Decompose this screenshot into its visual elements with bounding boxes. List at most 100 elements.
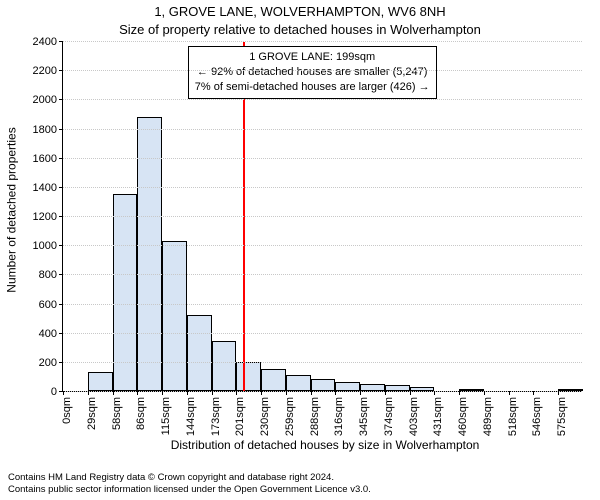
ytick-label: 400: [39, 328, 57, 340]
ytick-label: 200: [39, 357, 57, 369]
histogram-bar: [236, 362, 261, 391]
xtick-mark: [484, 391, 485, 395]
xtick-mark: [360, 391, 361, 395]
gridline: [63, 362, 582, 363]
xtick-mark: [385, 391, 386, 395]
ytick-mark: [59, 274, 63, 275]
attribution-line2: Contains public sector information licen…: [8, 484, 592, 496]
xtick-label: 374sqm: [383, 397, 395, 436]
xtick-mark: [187, 391, 188, 395]
xtick-label: 29sqm: [86, 397, 98, 430]
histogram-bar: [88, 372, 113, 391]
xtick-mark: [113, 391, 114, 395]
xtick-label: 431sqm: [432, 397, 444, 436]
xtick-mark: [212, 391, 213, 395]
histogram-bar: [261, 369, 286, 391]
ytick-label: 2000: [33, 94, 57, 106]
xtick-mark: [261, 391, 262, 395]
histogram-bar: [335, 382, 360, 391]
xtick-label: 230sqm: [259, 397, 271, 436]
xtick-label: 144sqm: [185, 397, 197, 436]
xtick-label: 489sqm: [482, 397, 494, 436]
xtick-mark: [162, 391, 163, 395]
ytick-label: 1200: [33, 211, 57, 223]
xtick-label: 403sqm: [408, 397, 420, 436]
ytick-mark: [59, 216, 63, 217]
xtick-mark: [533, 391, 534, 395]
chart-title-line1: 1, GROVE LANE, WOLVERHAMPTON, WV6 8NH: [0, 4, 600, 19]
xtick-label: 58sqm: [111, 397, 123, 430]
figure: 1, GROVE LANE, WOLVERHAMPTON, WV6 8NH Si…: [0, 0, 600, 500]
ytick-label: 1600: [33, 153, 57, 165]
ytick-label: 600: [39, 299, 57, 311]
annotation-line2: ← 92% of detached houses are smaller (5,…: [195, 65, 430, 80]
xtick-mark: [459, 391, 460, 395]
chart-title-line2: Size of property relative to detached ho…: [0, 22, 600, 37]
gridline: [63, 70, 582, 71]
gridline: [63, 158, 582, 159]
ytick-mark: [59, 158, 63, 159]
histogram-bar: [360, 384, 385, 391]
ytick-mark: [59, 245, 63, 246]
gridline: [63, 333, 582, 334]
gridline: [63, 391, 582, 392]
x-axis-label: Distribution of detached houses by size …: [60, 438, 590, 452]
xtick-label: 115sqm: [160, 397, 172, 435]
xtick-label: 201sqm: [234, 397, 246, 436]
xtick-label: 575sqm: [556, 397, 568, 436]
histogram-bar: [286, 375, 311, 391]
xtick-label: 345sqm: [358, 397, 370, 436]
ytick-label: 2400: [33, 36, 57, 48]
y-axis-label: Number of detached properties: [5, 127, 19, 292]
xtick-mark: [410, 391, 411, 395]
attribution: Contains HM Land Registry data © Crown c…: [8, 472, 592, 496]
histogram-bar: [162, 241, 187, 391]
ytick-mark: [59, 41, 63, 42]
xtick-label: 518sqm: [507, 397, 519, 436]
plot-area: 1 GROVE LANE: 199sqm ← 92% of detached h…: [62, 42, 582, 392]
xtick-label: 546sqm: [531, 397, 543, 436]
gridline: [63, 187, 582, 188]
gridline: [63, 245, 582, 246]
xtick-mark: [335, 391, 336, 395]
xtick-mark: [63, 391, 64, 395]
xtick-label: 0sqm: [61, 397, 73, 424]
ytick-label: 0: [51, 386, 57, 398]
attribution-line1: Contains HM Land Registry data © Crown c…: [8, 472, 592, 484]
ytick-label: 1000: [33, 240, 57, 252]
ytick-mark: [59, 362, 63, 363]
histogram-bar: [311, 379, 336, 391]
xtick-mark: [558, 391, 559, 395]
ytick-label: 1800: [33, 124, 57, 136]
annotation-line1: 1 GROVE LANE: 199sqm: [195, 50, 430, 65]
ytick-mark: [59, 70, 63, 71]
histogram-bar: [212, 341, 237, 391]
ytick-mark: [59, 99, 63, 100]
ytick-mark: [59, 333, 63, 334]
xtick-mark: [434, 391, 435, 395]
xtick-mark: [236, 391, 237, 395]
xtick-mark: [311, 391, 312, 395]
xtick-label: 259sqm: [284, 397, 296, 436]
gridline: [63, 41, 582, 42]
ytick-label: 2200: [33, 65, 57, 77]
ytick-mark: [59, 129, 63, 130]
histogram-bar: [187, 315, 212, 391]
gridline: [63, 216, 582, 217]
xtick-mark: [286, 391, 287, 395]
xtick-label: 86sqm: [135, 397, 147, 430]
xtick-mark: [137, 391, 138, 395]
gridline: [63, 129, 582, 130]
ytick-mark: [59, 304, 63, 305]
ytick-label: 800: [39, 269, 57, 281]
y-axis-label-container: Number of detached properties: [2, 0, 22, 420]
ytick-mark: [59, 187, 63, 188]
xtick-mark: [509, 391, 510, 395]
annotation-box: 1 GROVE LANE: 199sqm ← 92% of detached h…: [188, 46, 437, 99]
xtick-label: 173sqm: [210, 397, 222, 436]
xtick-label: 288sqm: [309, 397, 321, 436]
xtick-label: 316sqm: [333, 397, 345, 436]
xtick-label: 460sqm: [457, 397, 469, 436]
xtick-mark: [88, 391, 89, 395]
gridline: [63, 304, 582, 305]
